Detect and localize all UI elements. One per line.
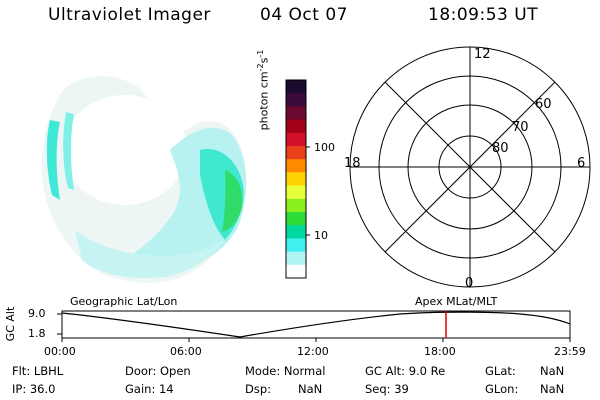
lat-label-80: 80	[492, 141, 509, 156]
ip-info: IP: 36.0	[12, 382, 56, 396]
glon-label: GLon:	[485, 382, 519, 396]
timeline-right-title: Apex MLat/MLT	[415, 295, 498, 308]
xtick-label-1200: 12:00	[297, 345, 329, 358]
polar-diagonal-2	[384, 81, 556, 253]
colorbar-segment	[286, 119, 306, 134]
colorbar-frame	[285, 79, 307, 279]
auroral-image	[41, 76, 247, 283]
colorbar-segment	[286, 159, 306, 173]
gc-alt-info: GC Alt: 9.0 Re	[365, 364, 446, 378]
glon-value: NaN	[540, 382, 565, 396]
glat-label: GLat:	[485, 364, 516, 378]
seq-info: Seq: 39	[365, 382, 409, 396]
filter-info: Flt: LBHL	[12, 364, 64, 378]
colorbar-segment	[286, 238, 306, 253]
colorbar-segment	[286, 212, 306, 226]
door-info: Door: Open	[125, 364, 191, 378]
time-label: 18:09:53 UT	[428, 5, 539, 25]
timeline-y-label: GC Alt	[4, 306, 17, 342]
gain-info: Gain: 14	[125, 382, 174, 396]
colorbar-segment	[286, 264, 306, 279]
altitude-curve	[61, 311, 571, 338]
instrument-title: Ultraviolet Imager	[48, 5, 211, 25]
colorbar-segment	[286, 225, 306, 239]
mlt-label-6: 6	[577, 156, 586, 171]
colorbar-segment	[286, 132, 306, 147]
timeline-left-title: Geographic Lat/Lon	[70, 295, 178, 308]
timeline-ytick-label-9: 9.0	[28, 307, 46, 320]
colorbar-tick-label-10: 10	[314, 229, 328, 242]
date-label: 04 Oct 07	[260, 5, 348, 25]
timeline-ytick-label-1.8: 1.8	[28, 327, 46, 340]
xtick-label-0000: 00:00	[44, 345, 76, 358]
xtick-label-1800: 18:00	[424, 345, 456, 358]
timeline-panel	[57, 310, 571, 342]
dsp-value: NaN	[298, 382, 323, 396]
colorbar	[286, 80, 306, 279]
colorbar-segment	[286, 198, 306, 213]
colorbar-title: photon cm-2s-1	[256, 49, 271, 131]
mode-info: Mode: Normal	[245, 364, 326, 378]
xtick-label-2359: 23:59	[554, 345, 586, 358]
mlt-label-12: 12	[474, 47, 491, 62]
colorbar-tick-label-100: 100	[314, 141, 335, 154]
colorbar-segment	[286, 146, 306, 160]
colorbar-segment	[286, 106, 306, 121]
colorbar-segment	[286, 172, 306, 187]
glat-value: NaN	[540, 364, 565, 378]
colorbar-segment	[286, 80, 306, 94]
mlt-label-0: 0	[465, 276, 474, 291]
colorbar-segment	[286, 93, 306, 107]
timeline-xticks	[61, 338, 571, 342]
colorbar-segment	[286, 251, 306, 266]
mlt-label-18: 18	[344, 156, 361, 171]
xtick-label-0600: 06:00	[170, 345, 202, 358]
colorbar-segment	[286, 185, 306, 200]
polar-grid	[349, 46, 591, 288]
lat-label-60: 60	[535, 97, 552, 112]
dsp-label: Dsp:	[245, 382, 272, 396]
lat-label-70: 70	[512, 120, 529, 135]
